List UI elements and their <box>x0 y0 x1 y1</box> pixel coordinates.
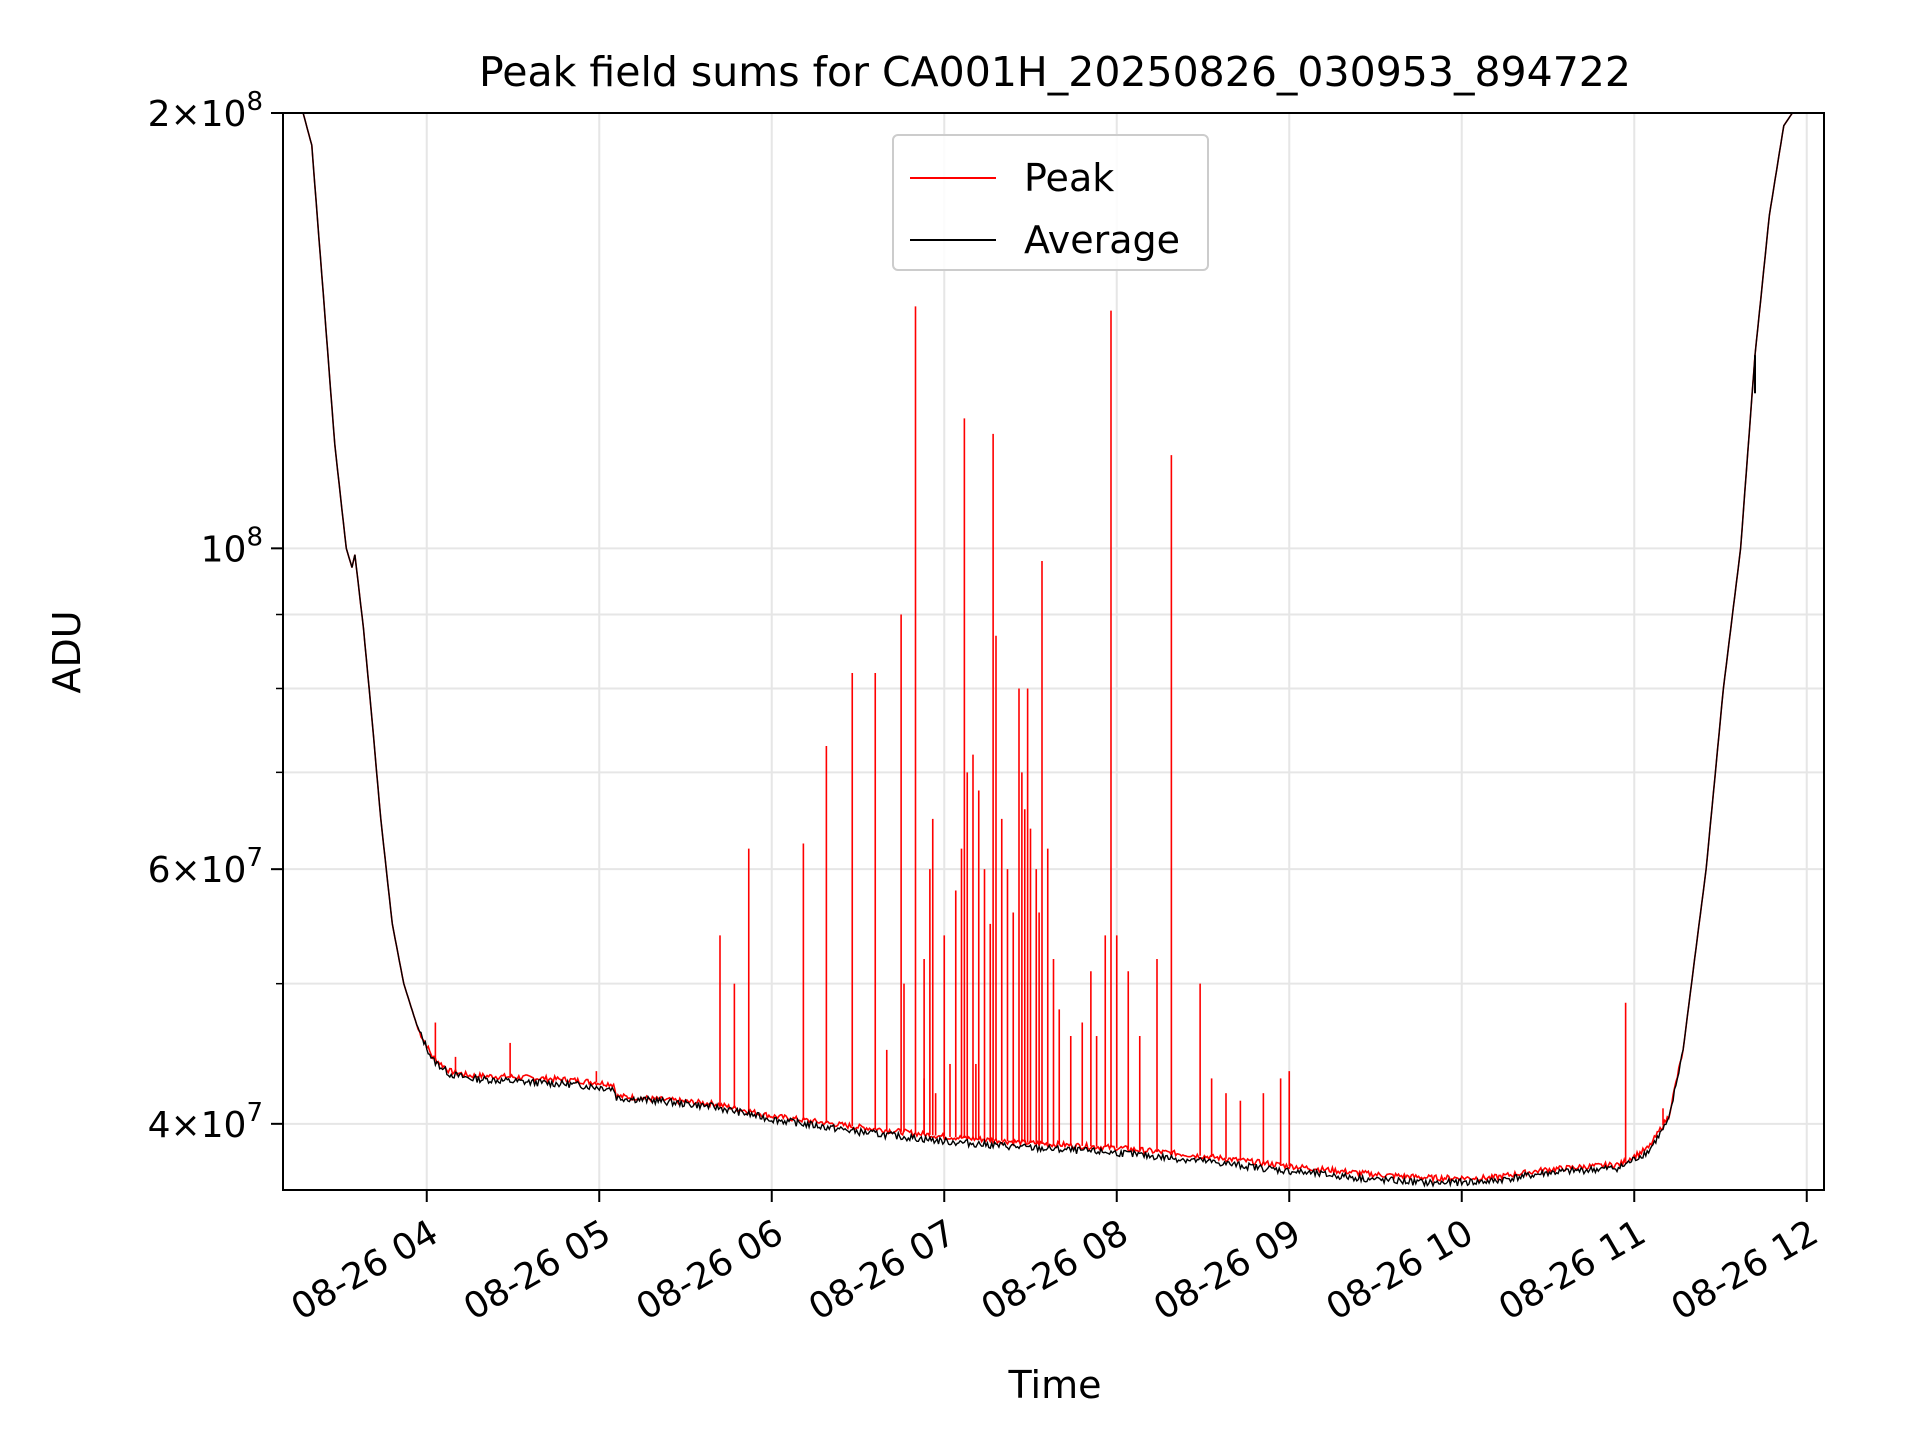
y-tick-label: 4×107 <box>148 1098 263 1146</box>
axes-frame <box>282 112 1825 1191</box>
x-axis: 08-26 04 08-26 05 08-26 06 08-26 07 08-26 08… <box>285 1190 1826 1329</box>
x-tick-label: 08-26 10 <box>1320 1212 1481 1328</box>
x-axis-label: Time <box>1008 1363 1102 1407</box>
y-tick-label: 6×107 <box>148 843 263 891</box>
legend-swatch-peak <box>910 177 996 179</box>
x-tick-label: 08-26 11 <box>1492 1212 1653 1328</box>
legend: Peak Average <box>892 134 1209 271</box>
x-tick-label: 08-26 09 <box>1147 1212 1308 1328</box>
y-tick-label: 108 <box>201 522 263 570</box>
plot-area <box>283 112 1824 1188</box>
x-tick-label: 08-26 08 <box>975 1212 1136 1328</box>
x-tick-label: 08-26 04 <box>285 1212 446 1328</box>
x-tick-label: 08-26 06 <box>630 1212 791 1328</box>
y-tick-label: 2×108 <box>148 87 263 135</box>
y-axis-label: ADU <box>45 610 89 693</box>
x-tick-label: 08-26 12 <box>1665 1212 1826 1328</box>
chart-title: Peak field sums for CA001H_20250826_0309… <box>479 48 1631 96</box>
y-axis: 4×107 6×107 108 2×108 <box>148 87 283 1146</box>
legend-label-average: Average <box>1024 218 1181 262</box>
series-line-average <box>283 112 1824 1188</box>
legend-label-peak: Peak <box>1024 156 1115 200</box>
x-tick-label: 08-26 05 <box>457 1212 618 1328</box>
legend-swatch-average <box>910 239 996 241</box>
x-tick-label: 08-26 07 <box>802 1212 963 1328</box>
